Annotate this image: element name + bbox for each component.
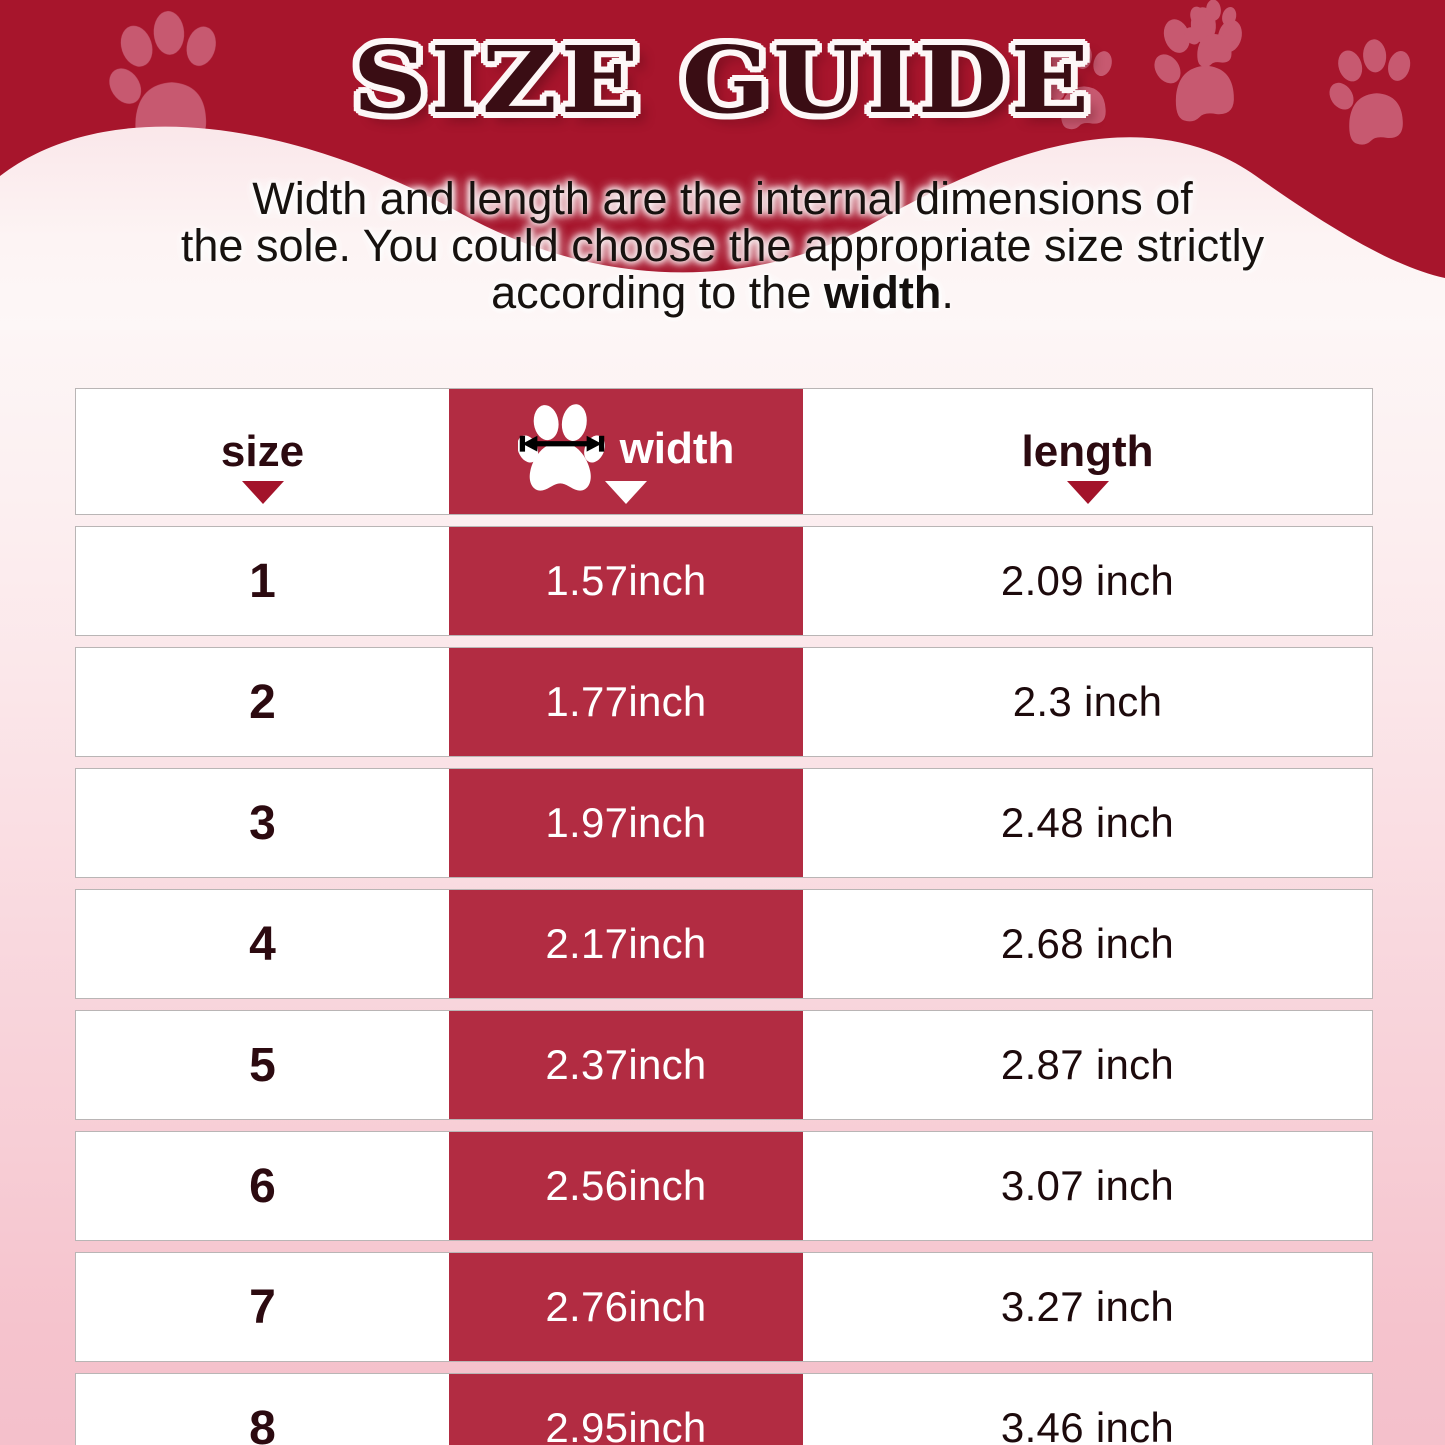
subtitle-line-3: according to the width. [158, 270, 1288, 317]
table-row[interactable]: 1 1.57inch 2.09 inch [75, 526, 1373, 636]
cell-length-value: 2.3 inch [1012, 678, 1163, 725]
column-header-width-label: width [619, 423, 735, 473]
cell-length: 2.3 inch [803, 648, 1372, 756]
subtitle-line-3-prefix: according to the [491, 267, 824, 318]
subtitle-bold-word: width [823, 267, 942, 318]
banner-wave-graphic [0, 0, 1445, 330]
cell-size: 7 [76, 1253, 449, 1361]
cell-size-value: 7 [249, 1280, 276, 1334]
cell-size: 8 [76, 1374, 449, 1445]
table-row[interactable]: 2 1.77inch 2.3 inch [75, 647, 1373, 757]
column-header-width[interactable]: width [449, 389, 803, 514]
table-row[interactable]: 7 2.76inch 3.27 inch [75, 1252, 1373, 1362]
cell-width-value: 2.76inch [545, 1283, 707, 1330]
cell-width: 1.77inch [449, 648, 803, 756]
triangle-down-icon [605, 481, 647, 504]
size-table: size [75, 388, 1373, 1445]
cell-length-value: 2.48 inch [1000, 799, 1175, 846]
subtitle-line-1: Width and length are the internal dimens… [252, 173, 1193, 224]
cell-size-value: 2 [249, 675, 276, 729]
column-header-size[interactable]: size [76, 389, 449, 514]
cell-width: 2.95inch [449, 1374, 803, 1445]
width-header-inner: width [517, 401, 735, 497]
cell-size-value: 8 [249, 1401, 276, 1445]
cell-length: 2.48 inch [803, 769, 1372, 877]
cell-width: 2.37inch [449, 1011, 803, 1119]
cell-size-value: 3 [249, 796, 276, 850]
table-row[interactable]: 4 2.17inch 2.68 inch [75, 889, 1373, 999]
cell-width: 1.57inch [449, 527, 803, 635]
triangle-down-icon [241, 481, 284, 504]
cell-length-value: 2.68 inch [1000, 920, 1175, 967]
cell-size: 2 [76, 648, 449, 756]
cell-length-value: 2.87 inch [1000, 1041, 1175, 1088]
paw-print-icon [1184, 0, 1237, 67]
cell-length: 3.07 inch [803, 1132, 1372, 1240]
cell-size-value: 6 [249, 1159, 276, 1213]
cell-length: 2.87 inch [803, 1011, 1372, 1119]
wave-shape [0, 126, 1445, 330]
cell-length-value: 2.09 inch [1000, 557, 1175, 604]
cell-length-value: 3.07 inch [1000, 1162, 1175, 1209]
cell-width-value: 1.77inch [545, 678, 707, 725]
cell-size: 1 [76, 527, 449, 635]
cell-length-value: 3.27 inch [1000, 1283, 1175, 1330]
cell-width: 2.17inch [449, 890, 803, 998]
cell-size-value: 4 [249, 917, 276, 971]
page-title: SIZE GUIDE [352, 26, 1093, 134]
paw-print-icon [1044, 41, 1112, 130]
header-banner: SIZE GUIDE [0, 0, 1445, 330]
cell-size-value: 5 [249, 1038, 276, 1092]
triangle-down-icon [1066, 481, 1109, 504]
cell-size: 3 [76, 769, 449, 877]
cell-length-value: 3.46 inch [1000, 1404, 1175, 1445]
cell-width-value: 2.95inch [545, 1404, 707, 1445]
paw-print-icon [1329, 39, 1411, 145]
subtitle-text: Width and length are the internal dimens… [158, 176, 1288, 317]
cell-length: 2.68 inch [803, 890, 1372, 998]
table-row[interactable]: 8 2.95inch 3.46 inch [75, 1373, 1373, 1445]
cell-length: 3.27 inch [803, 1253, 1372, 1361]
cell-width-value: 2.37inch [545, 1041, 707, 1088]
cell-size: 5 [76, 1011, 449, 1119]
table-row[interactable]: 6 2.56inch 3.07 inch [75, 1131, 1373, 1241]
cell-size: 4 [76, 890, 449, 998]
paw-width-measure-icon [517, 401, 606, 497]
cell-width: 2.56inch [449, 1132, 803, 1240]
cell-width-value: 1.97inch [545, 799, 707, 846]
cell-width-value: 2.17inch [545, 920, 707, 967]
cell-length: 3.46 inch [803, 1374, 1372, 1445]
cell-width-value: 1.57inch [545, 557, 707, 604]
column-header-length[interactable]: length [803, 389, 1372, 514]
table-row[interactable]: 3 1.97inch 2.48 inch [75, 768, 1373, 878]
column-header-length-label: length [1021, 426, 1154, 476]
cell-width: 1.97inch [449, 769, 803, 877]
cell-size: 6 [76, 1132, 449, 1240]
cell-size-value: 1 [249, 554, 276, 608]
subtitle-line-2: the sole. You could choose the appropria… [180, 220, 1265, 271]
column-header-size-label: size [220, 426, 305, 476]
subtitle-period: . [941, 267, 954, 318]
table-header-row: size [75, 388, 1373, 515]
cell-length: 2.09 inch [803, 527, 1372, 635]
cell-width: 2.76inch [449, 1253, 803, 1361]
table-row[interactable]: 5 2.37inch 2.87 inch [75, 1010, 1373, 1120]
cell-width-value: 2.56inch [545, 1162, 707, 1209]
